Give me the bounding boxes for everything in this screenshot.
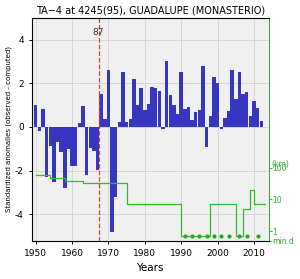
Bar [245, 92, 248, 127]
Text: 87: 87 [92, 28, 104, 37]
Bar [70, 127, 74, 166]
Bar [234, 99, 238, 127]
Bar [38, 127, 41, 131]
Point [182, 234, 187, 238]
Bar [128, 119, 132, 127]
Text: (km): (km) [271, 160, 289, 169]
Bar [107, 70, 110, 127]
Bar [67, 127, 70, 150]
Bar [125, 122, 128, 127]
Point [212, 234, 216, 238]
Bar [147, 104, 150, 127]
Bar [227, 111, 230, 127]
Bar [172, 105, 176, 127]
Bar [201, 66, 205, 127]
Bar [88, 127, 92, 148]
Bar [99, 94, 103, 127]
Bar [198, 110, 201, 127]
Bar [216, 83, 219, 127]
Bar [241, 94, 245, 127]
Bar [132, 79, 136, 127]
Bar [85, 127, 88, 175]
Bar [212, 77, 216, 127]
Bar [154, 88, 158, 127]
Bar [59, 127, 63, 152]
Bar [165, 61, 168, 127]
Bar [260, 121, 263, 127]
Bar [110, 127, 114, 232]
Point [255, 234, 260, 238]
Point [226, 234, 231, 238]
Bar [190, 120, 194, 127]
Bar [176, 114, 179, 127]
Point [204, 234, 209, 238]
Bar [158, 91, 161, 127]
Point [219, 234, 224, 238]
Bar [179, 72, 183, 127]
Bar [187, 107, 190, 127]
Bar [230, 70, 234, 127]
Bar [140, 88, 143, 127]
Bar [45, 127, 48, 177]
Bar [74, 127, 77, 166]
Bar [56, 127, 59, 142]
Bar [252, 101, 256, 127]
Bar [143, 110, 147, 127]
Bar [205, 127, 208, 147]
Y-axis label: Standardized anomalies (observed - computed): Standardized anomalies (observed - compu… [6, 46, 12, 212]
Bar [63, 127, 67, 188]
Bar [161, 127, 165, 129]
Bar [183, 109, 187, 127]
Point [190, 234, 194, 238]
Point [197, 234, 202, 238]
Bar [103, 119, 106, 127]
Bar [194, 112, 197, 127]
Bar [114, 127, 117, 197]
Title: TA−4 at 4245(95), GUADALUPE (MONASTERIO): TA−4 at 4245(95), GUADALUPE (MONASTERIO) [36, 6, 265, 16]
Bar [223, 118, 226, 127]
Bar [136, 105, 139, 127]
X-axis label: Years: Years [136, 263, 164, 273]
Bar [208, 116, 212, 127]
Bar [169, 95, 172, 127]
Bar [34, 105, 38, 127]
Bar [238, 72, 241, 127]
Bar [220, 127, 223, 129]
Bar [150, 87, 154, 127]
Bar [78, 123, 81, 127]
Bar [118, 122, 121, 127]
Bar [249, 116, 252, 127]
Bar [96, 127, 99, 170]
Bar [41, 109, 45, 127]
Bar [121, 72, 125, 127]
Bar [49, 127, 52, 146]
Bar [92, 127, 96, 151]
Bar [81, 107, 85, 127]
Point [237, 234, 242, 238]
Point [244, 234, 249, 238]
Bar [256, 108, 259, 127]
Bar [52, 127, 56, 182]
